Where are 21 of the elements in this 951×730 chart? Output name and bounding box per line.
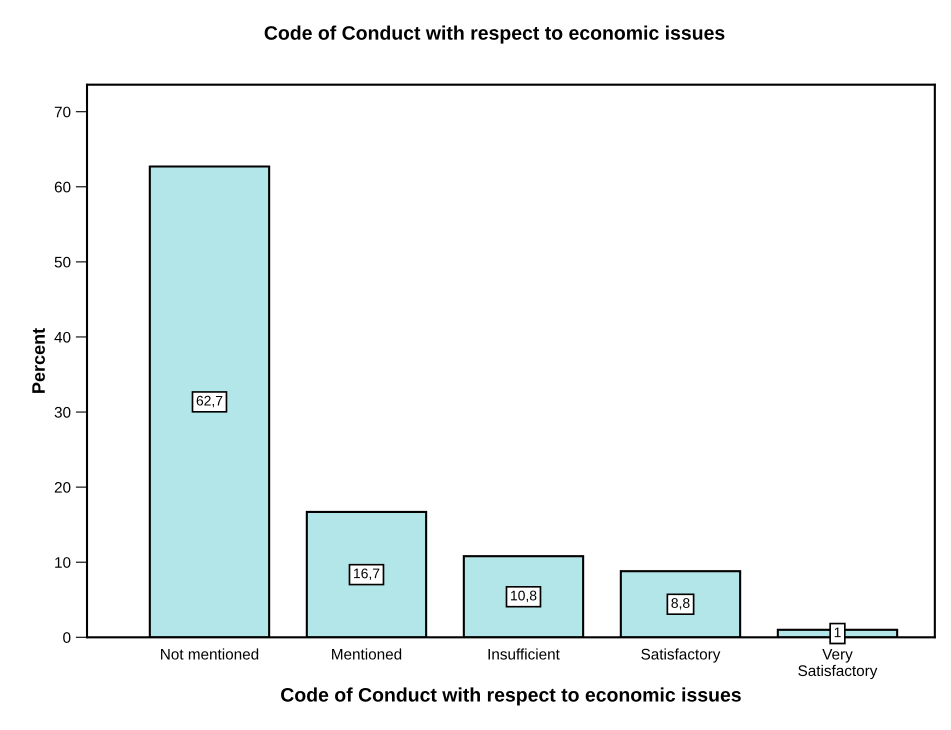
x-tick-label: Insufficient [488, 648, 560, 660]
x-tick-label: Satisfactory [641, 648, 720, 663]
data-label: 16,7 [354, 568, 380, 580]
data-label: 62,7 [196, 396, 222, 408]
x-tick-label: Very Satisfactory [798, 648, 878, 680]
chart-title: Code of Conduct with respect to economic issues [264, 26, 724, 44]
y-tick-label: 70 [54, 106, 70, 118]
y-tick-label: 30 [54, 406, 70, 418]
y-tick-label: 10 [55, 557, 70, 568]
data-label: 8,8 [671, 598, 690, 610]
y-tick-label: 0 [63, 632, 70, 643]
data-label: 1 [834, 628, 841, 638]
x-tick-label: Mentioned [332, 648, 402, 660]
x-tick-label: Not mentioned [161, 648, 258, 660]
y-tick-label: 60 [54, 182, 70, 192]
data-label: 10,8 [511, 590, 536, 602]
y-tick-label: 20 [54, 482, 70, 493]
x-axis-title: Code of Conduct with respect to economic issues [281, 687, 741, 706]
y-axis-title: Percent [32, 328, 45, 393]
y-tick-label: 40 [54, 332, 70, 343]
y-tick-label: 50 [54, 256, 70, 268]
